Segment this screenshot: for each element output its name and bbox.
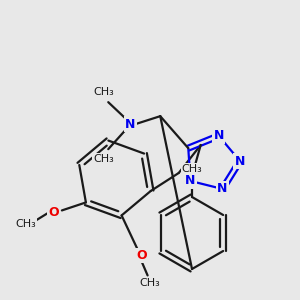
Text: CH₃: CH₃ [139, 278, 160, 288]
Text: CH₃: CH₃ [93, 154, 114, 164]
Text: N: N [185, 175, 196, 188]
Text: N: N [214, 129, 224, 142]
Text: CH₃: CH₃ [16, 219, 36, 230]
Text: N: N [125, 118, 135, 131]
Text: CH₃: CH₃ [93, 87, 114, 97]
Text: N: N [235, 154, 245, 167]
Text: CH₃: CH₃ [182, 164, 203, 174]
Text: O: O [49, 206, 59, 219]
Text: O: O [136, 249, 147, 262]
Text: N: N [217, 182, 228, 196]
